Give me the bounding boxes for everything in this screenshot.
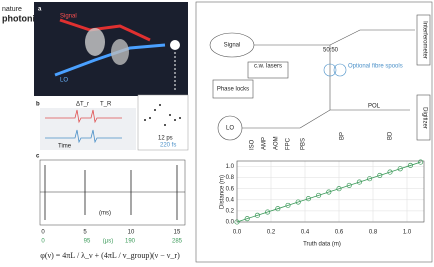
panel-c-frame [39, 159, 186, 226]
data-point [407, 162, 413, 168]
signal-beam-label: Signal [60, 14, 77, 20]
diagram-label: PBS [301, 138, 307, 150]
diagram-label: AOM [274, 136, 280, 150]
diagram-label: Signal [224, 43, 241, 49]
tr-label: T_R [100, 102, 112, 108]
data-point [316, 192, 322, 198]
x-tick-label: 0.4 [301, 230, 310, 236]
diagram-label: FPC [286, 137, 292, 150]
data-point [397, 166, 403, 172]
data-point [265, 209, 271, 215]
equation: φ(ν) = 4πL / λ_ν + (4πL / v_group)(ν − ν… [40, 251, 180, 260]
x-tick-label: 1.0 [403, 230, 412, 236]
diagram-label: LO [226, 126, 234, 132]
panel-b-label: b [36, 102, 40, 108]
diagram-label: Digitizer [421, 107, 427, 129]
inset-box [137, 94, 189, 151]
data-point [418, 159, 424, 165]
pulse-spikes [44, 165, 178, 220]
diagram-label: Phase locks [217, 87, 249, 93]
data-point [367, 176, 373, 182]
data-point [295, 199, 301, 205]
red-beam [59, 18, 151, 42]
diagram-label: Optional fibre spools [348, 64, 403, 70]
logo-line-1: nature [2, 6, 22, 13]
data-point [254, 212, 260, 218]
panel-a-label: a [38, 7, 42, 13]
diagram-label: BP [340, 132, 346, 140]
scatter-chart: Distance (m) Truth data (m) 0.0 0.2 0.4 0.6… [220, 159, 425, 248]
lens [85, 28, 105, 56]
data-point [244, 216, 250, 222]
y-tick-label: 0.2 [226, 208, 235, 214]
fit-line [236, 161, 421, 223]
x-tick-label: 0 [41, 230, 45, 236]
unit-label: (µs) [103, 239, 113, 245]
x-tick-label: 0 [41, 239, 45, 245]
signal-trace [45, 109, 122, 124]
x-tick-label: 190 [125, 239, 136, 245]
data-point [336, 186, 342, 192]
y-tick-label: 0.4 [226, 197, 235, 203]
diagram-lines [209, 14, 431, 141]
data-point [275, 206, 281, 212]
diagram-label: POL [368, 104, 381, 110]
diagram-label: c.w. lasers [254, 64, 282, 70]
x-axis-title: Truth data (m) [303, 242, 341, 248]
x-tick-label: 95 [84, 239, 91, 245]
diagram-label: 50:50 [323, 48, 339, 54]
lo-beam-label: LO [60, 78, 68, 84]
lo-trace [45, 129, 122, 144]
diagram-label: Interferometer [421, 21, 427, 59]
x-tick-label: 15 [174, 230, 181, 236]
data-point [377, 172, 383, 178]
y-tick-label: 0.8 [226, 175, 235, 181]
diagram-label: ISO [250, 139, 256, 150]
inset-scale-1: 12 ps [158, 136, 173, 142]
delta-tr-label: ΔT_r [76, 102, 89, 108]
inset-dots [144, 104, 181, 126]
lens [111, 39, 129, 65]
panel-c-label: c [36, 154, 40, 160]
unit-label: (ms) [99, 211, 111, 217]
x-tick-label: 10 [128, 230, 135, 236]
x-tick-label: 5 [83, 230, 87, 236]
diagram-label: BD [388, 131, 394, 140]
y-axis-title: Distance (m) [220, 175, 226, 209]
y-tick-label: 0.6 [226, 186, 235, 192]
y-tick-label: 1.0 [226, 164, 235, 170]
diagram-label: AMP [262, 137, 268, 150]
logo-line-2: photonics [2, 13, 45, 23]
x-tick-label: 0.6 [335, 230, 344, 236]
panel-a-image [34, 2, 188, 96]
x-tick-label: 0.0 [233, 230, 242, 236]
panel-b-bg [40, 108, 136, 150]
data-point [356, 179, 362, 185]
data-point [285, 202, 291, 208]
x-tick-label: 0.8 [369, 230, 378, 236]
data-point [346, 182, 352, 188]
data-point [387, 169, 393, 175]
data-point [305, 196, 311, 202]
time-label: Time [58, 144, 72, 150]
y-tick-label: 0.0 [226, 220, 235, 226]
data-point [326, 189, 332, 195]
detector [170, 40, 180, 50]
inset-scale-2: 220 fs [160, 143, 176, 149]
right-panel [195, 1, 433, 263]
x-tick-label: 0.2 [267, 230, 276, 236]
plot-frame [236, 160, 425, 223]
x-tick-label: 285 [172, 239, 183, 245]
data-point [234, 219, 240, 225]
